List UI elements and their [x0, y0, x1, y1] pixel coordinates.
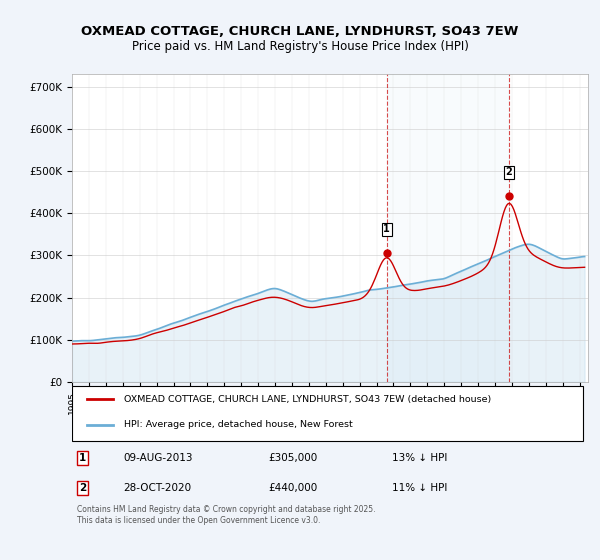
Text: Contains HM Land Registry data © Crown copyright and database right 2025.
This d: Contains HM Land Registry data © Crown c… [77, 505, 376, 525]
Bar [386, 74, 509, 382]
Text: 13% ↓ HPI: 13% ↓ HPI [392, 452, 447, 463]
Text: OXMEAD COTTAGE, CHURCH LANE, LYNDHURST, SO43 7EW: OXMEAD COTTAGE, CHURCH LANE, LYNDHURST, … [82, 25, 518, 38]
Text: 1: 1 [383, 225, 390, 234]
Text: 2: 2 [79, 483, 86, 493]
Text: £440,000: £440,000 [268, 483, 317, 493]
Text: OXMEAD COTTAGE, CHURCH LANE, LYNDHURST, SO43 7EW (detached house): OXMEAD COTTAGE, CHURCH LANE, LYNDHURST, … [124, 395, 491, 404]
FancyBboxPatch shape [72, 385, 583, 441]
Text: 28-OCT-2020: 28-OCT-2020 [124, 483, 192, 493]
Text: £305,000: £305,000 [268, 452, 317, 463]
Text: 1: 1 [79, 452, 86, 463]
Text: 2: 2 [506, 167, 512, 178]
Text: 09-AUG-2013: 09-AUG-2013 [124, 452, 193, 463]
Text: Price paid vs. HM Land Registry's House Price Index (HPI): Price paid vs. HM Land Registry's House … [131, 40, 469, 53]
Text: 11% ↓ HPI: 11% ↓ HPI [392, 483, 447, 493]
Text: HPI: Average price, detached house, New Forest: HPI: Average price, detached house, New … [124, 421, 352, 430]
